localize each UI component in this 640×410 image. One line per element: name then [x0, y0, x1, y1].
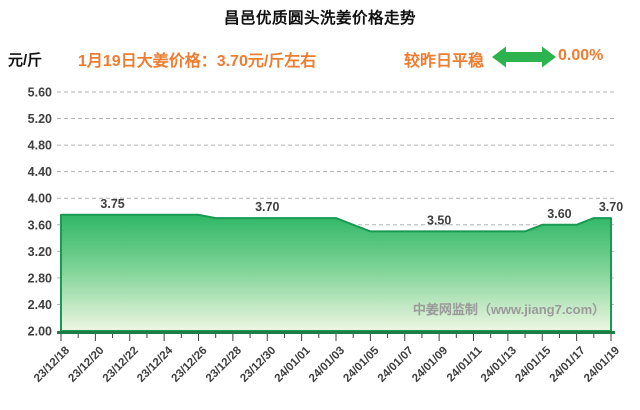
x-axis-label: 24/01/11 [445, 344, 485, 384]
x-axis-label: 24/01/19 [582, 345, 622, 385]
x-axis-label: 24/01/17 [548, 345, 588, 385]
trend-status-text: 较昨日平稳 [404, 53, 485, 70]
y-axis-label: 5.20 [28, 112, 52, 126]
x-axis-label: 23/12/18 [32, 344, 73, 385]
y-axis-label: 4.00 [28, 192, 52, 206]
data-point-label: 3.70 [255, 200, 279, 214]
x-axis-label: 24/01/09 [410, 345, 450, 385]
chart-title: 昌邑优质圆头洗姜价格走势 [223, 10, 416, 27]
double-headed-arrow-shape [492, 46, 556, 68]
data-point-label: 3.75 [100, 197, 124, 211]
y-axis-unit-label: 元/斤 [8, 52, 43, 69]
x-axis-label: 24/01/01 [273, 344, 314, 385]
x-axis-label: 23/12/22 [101, 345, 141, 385]
x-axis-label: 23/12/24 [135, 344, 176, 385]
y-axis-label: 5.60 [28, 86, 52, 100]
y-axis-label: 4.40 [28, 165, 52, 179]
y-axis-label: 2.40 [28, 298, 52, 312]
x-axis-label: 24/01/05 [341, 344, 382, 385]
y-axis-label: 2.00 [28, 325, 52, 339]
x-axis-label: 24/01/13 [479, 345, 519, 385]
y-axis-label: 3.60 [28, 218, 52, 232]
x-axis-label: 23/12/26 [169, 345, 209, 385]
data-point-label: 3.70 [599, 200, 623, 214]
current-price-text: 1月19日大姜价格：3.70元/斤左右 [78, 53, 317, 70]
area-series [60, 213, 612, 332]
x-axis-label: 24/01/03 [307, 345, 347, 385]
y-axis-label: 4.80 [28, 139, 52, 153]
data-point-label: 3.50 [427, 213, 451, 227]
flat-trend-arrow-icon [492, 45, 556, 69]
watermark-text: 中姜网监制（www.jiang7.com） [413, 302, 605, 317]
x-axis-label: 23/12/20 [66, 345, 106, 385]
y-axis-label: 2.80 [28, 271, 52, 285]
y-axis-label: 3.20 [28, 245, 52, 259]
x-axis-label: 23/12/28 [204, 344, 245, 385]
data-point-label: 3.60 [547, 207, 571, 221]
x-axis-label: 23/12/30 [238, 345, 278, 385]
change-percent-text: 0.00% [558, 47, 604, 64]
x-axis-label: 24/01/07 [376, 345, 416, 385]
x-axis-label: 24/01/15 [513, 344, 554, 385]
